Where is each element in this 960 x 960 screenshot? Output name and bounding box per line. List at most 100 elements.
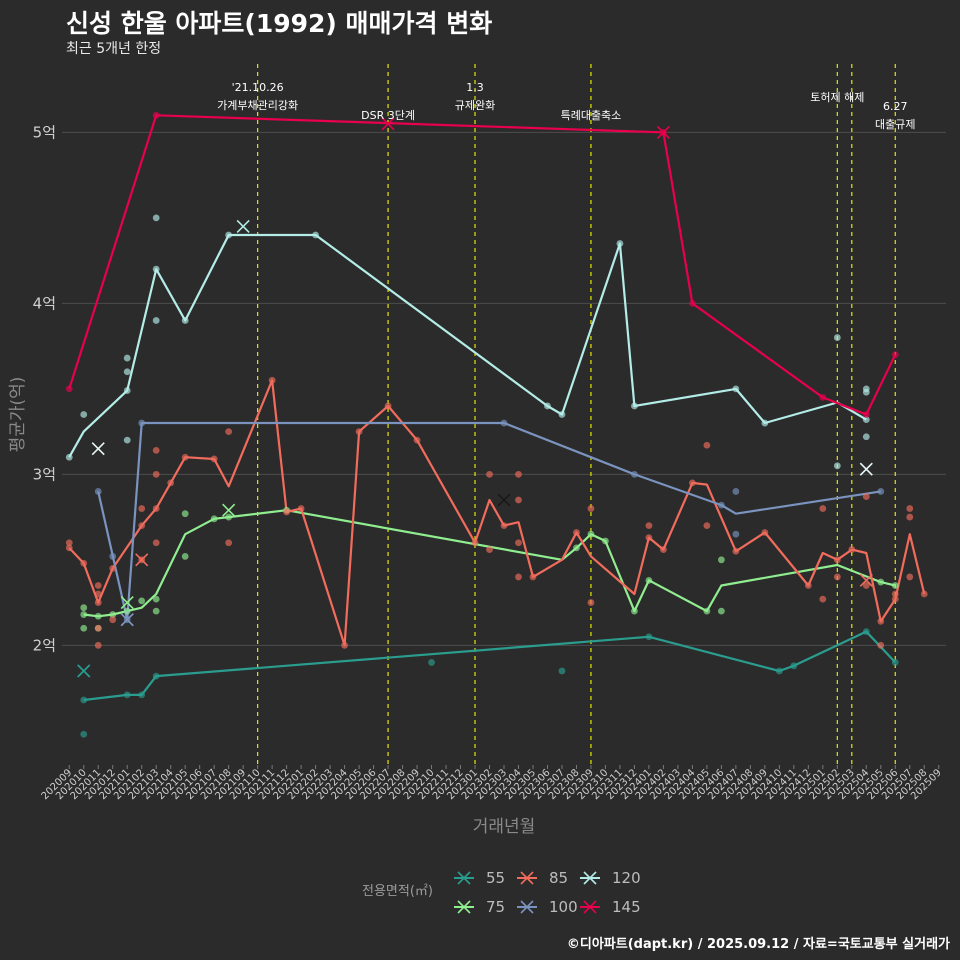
point-120 [558, 411, 566, 418]
point-85 [486, 470, 493, 478]
legend-item-100: 100 [517, 898, 578, 916]
point-75 [109, 611, 117, 618]
max-marker-145-stroke-b [381, 117, 395, 131]
y-tick-label: 5억 [33, 123, 56, 141]
point-75 [152, 607, 160, 615]
series-line-145 [68, 114, 897, 416]
max-marker-145 [381, 117, 395, 131]
point-55 [123, 691, 131, 699]
point-85 [80, 559, 88, 567]
point-75 [573, 544, 580, 552]
point-85 [65, 539, 73, 547]
point-85 [587, 505, 595, 512]
point-85 [152, 539, 160, 547]
series-lines [68, 114, 926, 702]
legend-swatch-x [583, 900, 597, 914]
point-100 [500, 419, 508, 427]
point-85 [515, 496, 522, 504]
point-85 [297, 505, 305, 512]
point-75 [717, 607, 725, 615]
point-120 [123, 368, 131, 376]
point-100 [732, 488, 740, 495]
point-75 [225, 513, 233, 521]
point-85 [94, 599, 102, 606]
source-caption: ©디아파트(dapt.kr) / 2025.09.12 / 자료=국토교통부 실… [566, 937, 950, 952]
point-75 [891, 582, 899, 589]
legend-swatch-x [520, 871, 534, 885]
point-145 [688, 299, 696, 307]
point-120 [616, 240, 624, 247]
point-55 [645, 633, 653, 641]
legend-title: 전용면적(㎡) [362, 884, 433, 899]
point-85 [645, 522, 653, 530]
point-85 [819, 505, 827, 512]
point-120 [181, 317, 189, 324]
point-120 [225, 231, 233, 239]
point-85 [587, 599, 595, 606]
point-75 [877, 578, 885, 586]
max-marker-120 [91, 442, 105, 456]
point-75 [717, 556, 725, 564]
max-marker-75 [120, 596, 134, 610]
x-axis-title: 거래년월 [473, 817, 536, 837]
legend-swatch-x [520, 900, 534, 914]
point-85 [94, 641, 102, 649]
point-75 [138, 597, 146, 605]
point-85 [906, 505, 914, 512]
policy-label: DSR 3단계 [361, 109, 415, 122]
policy-label: '21.10.26 [232, 81, 284, 94]
policy-label: 특례대출축소 [561, 109, 622, 122]
y-tick-label: 4억 [33, 294, 56, 312]
point-120 [123, 387, 131, 394]
point-85 [660, 546, 667, 553]
point-85 [138, 522, 146, 530]
max-marker-120-stroke-b [859, 462, 873, 476]
legend-label: 75 [486, 898, 505, 916]
point-120 [833, 462, 841, 470]
point-85 [573, 529, 580, 536]
point-120 [732, 385, 740, 393]
point-85 [862, 493, 870, 500]
legend-label: 55 [486, 869, 505, 887]
max-marker-100-stroke-b [120, 613, 134, 627]
point-85 [645, 534, 653, 542]
legend-label: 145 [612, 898, 641, 916]
point-120 [862, 388, 870, 396]
max-marker-75-stroke-b [120, 596, 134, 610]
point-100 [717, 501, 725, 509]
point-85 [877, 641, 885, 649]
policy-label: 6.27 [883, 100, 908, 113]
y-axis-title: 평균가(억) [8, 377, 28, 453]
point-85 [94, 624, 102, 632]
max-marker-85-stroke-b [497, 493, 511, 507]
point-120 [544, 402, 551, 410]
point-75 [645, 576, 653, 584]
point-145 [152, 111, 160, 119]
point-75 [631, 607, 638, 615]
point-120 [152, 317, 160, 324]
point-75 [80, 611, 88, 618]
point-85 [833, 556, 841, 564]
point-85 [515, 573, 522, 581]
series-line-100 [97, 421, 881, 621]
max-marker-100 [120, 613, 134, 627]
series-line-85 [68, 379, 926, 647]
legend-label: 85 [549, 869, 568, 887]
point-55 [80, 730, 88, 738]
point-120 [65, 453, 73, 461]
point-75 [152, 595, 160, 603]
point-145 [65, 385, 73, 393]
max-marker-145-stroke-b [656, 125, 670, 139]
point-55 [891, 659, 899, 666]
legend-item-85: 85 [517, 869, 568, 887]
point-85 [283, 508, 291, 516]
point-85 [906, 573, 914, 581]
legend-label: 120 [612, 869, 641, 887]
point-85 [703, 441, 711, 449]
policy-label: 1.3 [466, 81, 484, 94]
point-85 [500, 522, 508, 530]
policy-label: 규제완화 [455, 99, 495, 112]
point-55 [80, 696, 88, 704]
point-85 [804, 582, 812, 589]
